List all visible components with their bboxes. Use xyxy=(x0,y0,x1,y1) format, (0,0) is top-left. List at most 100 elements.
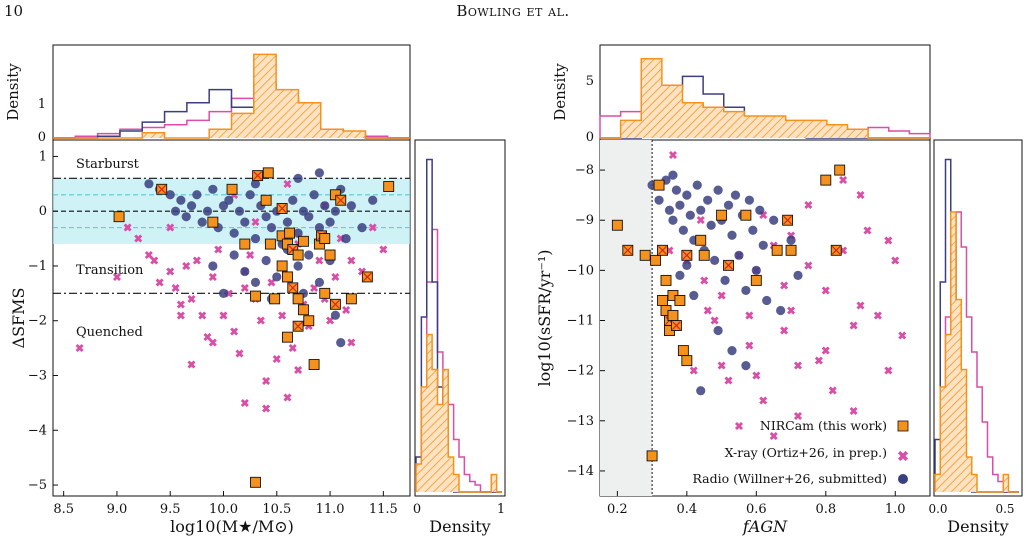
radio-point xyxy=(266,223,277,233)
xray-point: ✖ xyxy=(745,309,754,322)
radio-point xyxy=(675,200,685,210)
xray-point: ✖ xyxy=(320,293,329,306)
ytick-label: −4 xyxy=(28,423,47,438)
radio-point xyxy=(730,190,741,200)
nircam-point xyxy=(660,274,672,286)
xray-point: ✖ xyxy=(821,345,830,358)
xray-point: ✖ xyxy=(793,360,802,373)
xray-point: ✖ xyxy=(309,282,318,295)
xray-point: ✖ xyxy=(368,222,377,235)
nircam-point xyxy=(319,287,331,299)
nircam-point xyxy=(281,271,293,283)
xray-point: ✖ xyxy=(821,284,830,297)
ytick-label: −2 xyxy=(28,314,47,329)
nircam-cross-b xyxy=(724,260,733,270)
svg-text:0: 0 xyxy=(586,130,594,145)
radio-point xyxy=(208,261,218,271)
nircam-cross-b xyxy=(783,215,793,225)
right-top-histogram xyxy=(599,58,931,139)
xtick-label: 0.2 xyxy=(607,502,628,517)
radio-point xyxy=(186,201,197,211)
radio-point xyxy=(330,206,341,216)
xtick-label: 0.6 xyxy=(746,502,767,517)
xray-point: ✖ xyxy=(341,304,350,317)
xray-point: ✖ xyxy=(144,249,153,262)
radio-point xyxy=(703,195,713,205)
xray-point: ✖ xyxy=(734,420,743,433)
radio-point xyxy=(675,270,685,280)
right-side-hist-frame xyxy=(933,139,1023,497)
hist-step xyxy=(415,333,502,493)
nircam-point xyxy=(667,310,679,321)
nircam-point xyxy=(264,238,276,250)
radio-point xyxy=(751,265,761,275)
nircam-point xyxy=(297,235,309,247)
radio-point xyxy=(713,325,723,336)
radio-point xyxy=(224,195,234,205)
nircam-cross-b xyxy=(277,204,287,213)
radio-point xyxy=(261,212,271,222)
xray-point: ✖ xyxy=(240,282,249,295)
radio-point xyxy=(368,195,378,205)
right-side-tick-0: 0.0 xyxy=(928,502,947,516)
xray-point: ✖ xyxy=(786,304,795,317)
nircam-point xyxy=(834,164,846,176)
radio-point xyxy=(272,272,282,282)
xray-point: ✖ xyxy=(203,331,212,344)
xray-point: ✖ xyxy=(717,360,726,373)
xray-point: ✖ xyxy=(272,353,281,366)
radio-point xyxy=(762,295,772,306)
radio-point xyxy=(250,233,261,244)
radio-point xyxy=(245,190,255,200)
right-top-yticks: 0 5 xyxy=(586,74,594,145)
xray-point: ✖ xyxy=(182,260,191,273)
xray-point: ✖ xyxy=(283,391,292,404)
nircam-cross-b xyxy=(330,299,340,309)
ytick-label: −3 xyxy=(28,369,47,384)
nircam-point xyxy=(681,355,693,367)
xtick-label: 10.0 xyxy=(209,502,238,517)
xray-point: ✖ xyxy=(325,315,334,328)
xray-point: ✖ xyxy=(839,174,848,187)
xray-point: ✖ xyxy=(246,249,255,262)
radio-point xyxy=(144,179,154,189)
xray-point: ✖ xyxy=(856,299,865,312)
xray-point: ✖ xyxy=(187,359,196,372)
ytick-label: −9 xyxy=(575,213,594,228)
nircam-point xyxy=(284,227,296,239)
ytick-label: −8 xyxy=(575,163,594,178)
nircam-point xyxy=(650,254,662,266)
radio-point xyxy=(181,212,191,222)
nircam-point xyxy=(250,476,261,488)
xray-point: ✖ xyxy=(759,395,768,408)
xtick-label: 11.0 xyxy=(316,502,345,517)
xray-point: ✖ xyxy=(134,233,143,246)
ytick-label: 1 xyxy=(39,149,47,164)
radio-point xyxy=(696,205,706,215)
nircam-point xyxy=(639,249,651,261)
radio-point xyxy=(689,290,699,301)
xray-point: ✖ xyxy=(696,214,705,227)
region-quenched: Quenched xyxy=(76,325,143,340)
xray-point: ✖ xyxy=(224,287,233,300)
excluded-region xyxy=(600,140,653,496)
radio-point xyxy=(218,288,229,298)
radio-point xyxy=(261,255,271,266)
radio-point xyxy=(744,195,754,205)
xray-point: ✖ xyxy=(724,375,733,388)
svg-text:1: 1 xyxy=(38,97,46,112)
hist-step xyxy=(600,58,930,139)
xray-point: ✖ xyxy=(214,244,223,257)
xray-point: ✖ xyxy=(288,342,297,355)
nircam-cross-b xyxy=(671,321,681,330)
xray-point: ✖ xyxy=(75,342,84,355)
radio-point xyxy=(769,215,779,225)
nircam-point xyxy=(308,359,320,371)
radio-point xyxy=(682,260,692,270)
svg-text:0: 0 xyxy=(38,130,46,145)
radio-point xyxy=(320,201,330,211)
radio-point xyxy=(664,205,675,215)
xray-point: ✖ xyxy=(884,234,893,247)
xray-point: ✖ xyxy=(251,216,260,229)
xray-point: ✖ xyxy=(219,309,228,322)
